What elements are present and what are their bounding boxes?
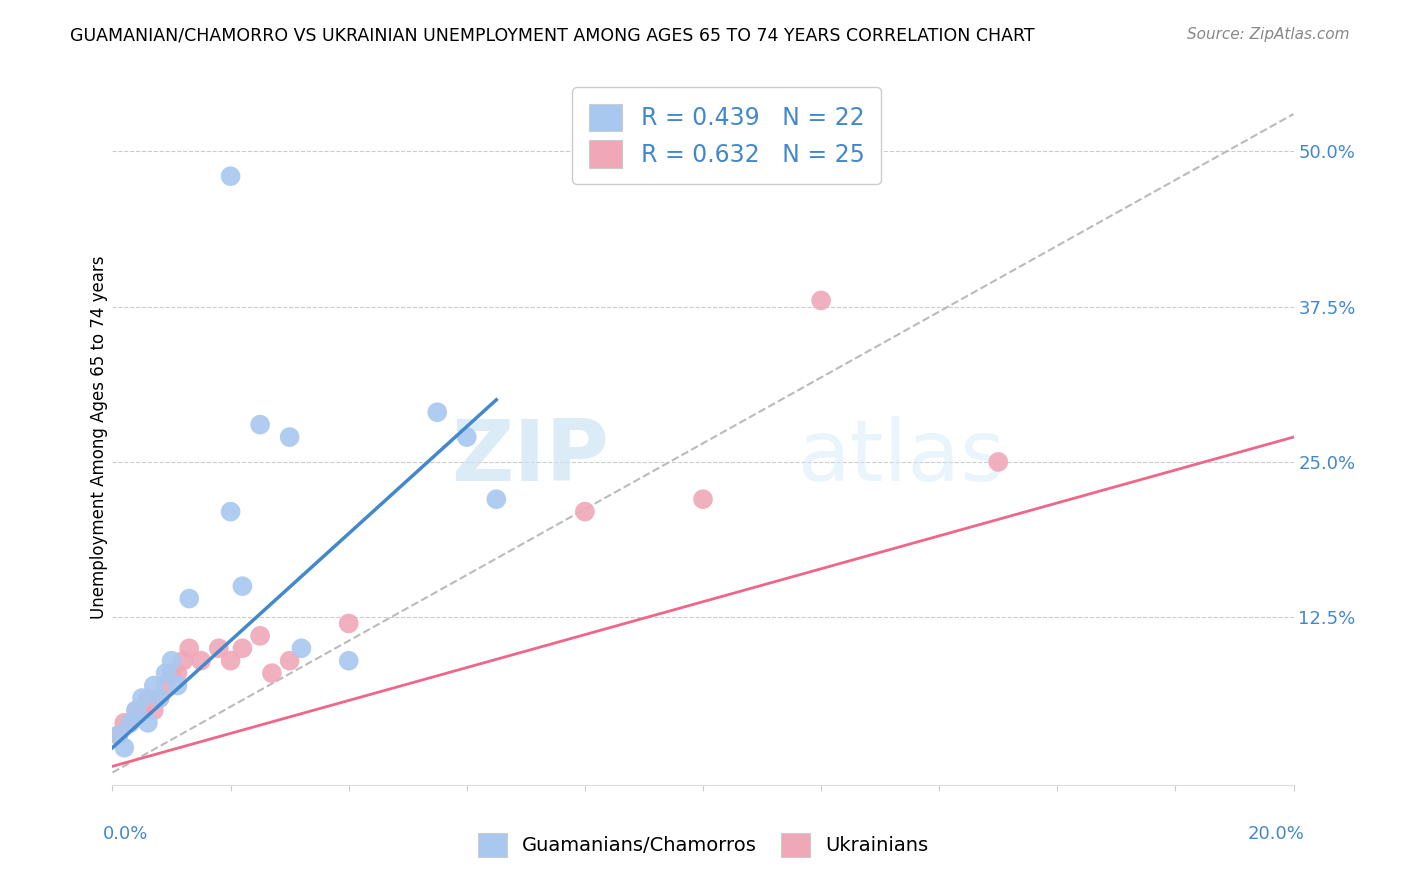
Point [120, 715, 142, 730]
Point [155, 679, 177, 693]
Point [142, 703, 165, 717]
Point [231, 641, 253, 656]
Point [810, 293, 832, 308]
Point [219, 169, 242, 184]
Point [179, 591, 201, 606]
Point [166, 666, 188, 681]
Point [337, 616, 360, 631]
Legend: Guamanians/Chamorros, Ukrainians: Guamanians/Chamorros, Ukrainians [470, 825, 936, 864]
Text: Source: ZipAtlas.com: Source: ZipAtlas.com [1187, 27, 1350, 42]
Point [107, 728, 129, 742]
Point [107, 728, 129, 742]
Point [131, 703, 153, 717]
Point [485, 492, 508, 507]
Point [149, 690, 172, 705]
Point [290, 641, 312, 656]
Point [160, 654, 183, 668]
Point [426, 405, 449, 419]
Point [190, 654, 212, 668]
Text: GUAMANIAN/CHAMORRO VS UKRAINIAN UNEMPLOYMENT AMONG AGES 65 TO 74 YEARS CORRELATI: GUAMANIAN/CHAMORRO VS UKRAINIAN UNEMPLOY… [70, 27, 1035, 45]
Point [142, 679, 165, 693]
Point [125, 703, 148, 717]
Point [149, 690, 172, 705]
Y-axis label: Unemployment Among Ages 65 to 74 years: Unemployment Among Ages 65 to 74 years [90, 255, 108, 619]
Text: atlas: atlas [797, 417, 1005, 500]
Point [160, 666, 183, 681]
Legend: R = 0.439   N = 22, R = 0.632   N = 25: R = 0.439 N = 22, R = 0.632 N = 25 [572, 87, 882, 184]
Point [125, 703, 148, 717]
Point [249, 417, 271, 432]
Point [692, 492, 714, 507]
Point [172, 654, 194, 668]
Text: 0.0%: 0.0% [103, 825, 148, 843]
Point [219, 654, 242, 668]
Point [574, 505, 596, 519]
Text: 20.0%: 20.0% [1249, 825, 1305, 843]
Point [112, 715, 135, 730]
Point [120, 715, 142, 730]
Point [278, 654, 301, 668]
Point [260, 666, 283, 681]
Point [219, 505, 242, 519]
Point [337, 654, 360, 668]
Point [231, 579, 253, 593]
Point [456, 430, 478, 444]
Point [155, 666, 177, 681]
Text: ZIP: ZIP [451, 417, 609, 500]
Point [136, 715, 159, 730]
Point [208, 641, 231, 656]
Point [987, 455, 1010, 469]
Point [166, 679, 188, 693]
Point [179, 641, 201, 656]
Point [249, 629, 271, 643]
Point [112, 740, 135, 755]
Point [136, 690, 159, 705]
Point [278, 430, 301, 444]
Point [131, 690, 153, 705]
